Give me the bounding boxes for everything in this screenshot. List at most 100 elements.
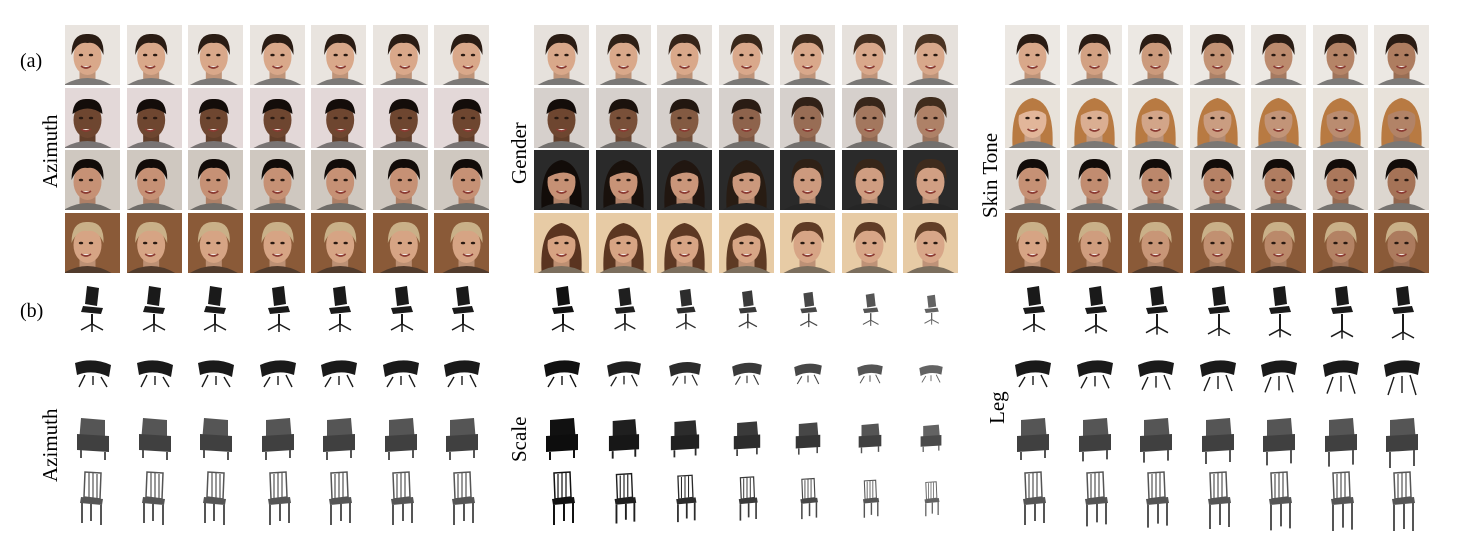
face-image: [1189, 87, 1245, 148]
face-image: [65, 25, 120, 85]
face-image: [126, 150, 182, 210]
chair-image: [1251, 280, 1307, 342]
chair-image: [842, 469, 898, 531]
chair-image: [311, 280, 367, 342]
face-image: [434, 25, 489, 85]
face-image: [595, 87, 651, 148]
chair-image: [1067, 469, 1123, 531]
face-image: [534, 25, 589, 85]
face-image: [903, 150, 958, 210]
chair-image: [434, 469, 490, 531]
face-image: [126, 87, 182, 148]
chair-image: [65, 343, 121, 405]
face-image: [657, 87, 712, 148]
part-b-label: (b): [20, 300, 44, 322]
chair-image: [250, 406, 306, 468]
face-image: [780, 87, 835, 148]
face-image: [372, 25, 428, 85]
chair-image: [657, 406, 713, 468]
chair-image: [1313, 343, 1369, 405]
face-image: [657, 25, 712, 85]
face-image: [1312, 87, 1368, 148]
chair-image: [1313, 280, 1369, 342]
chair-image: [434, 280, 490, 342]
face-image: [126, 25, 182, 85]
chair-image: [657, 280, 713, 342]
face-image: [249, 25, 305, 85]
chair-image: [534, 343, 590, 405]
face-image: [1312, 25, 1368, 85]
face-image: [434, 212, 489, 273]
chair-image: [719, 469, 775, 531]
face-image: [718, 25, 774, 85]
part-a-label: (a): [20, 50, 43, 72]
chair-image: [373, 343, 429, 405]
chair-image: [1190, 280, 1246, 342]
face-image: [1005, 212, 1060, 273]
chair-image: [373, 406, 429, 468]
panel-a1-label: Azimuth: [38, 114, 62, 189]
face-image: [65, 212, 120, 273]
chair-image: [1251, 469, 1307, 531]
chair-image: [1313, 469, 1369, 531]
face-image: [126, 212, 182, 273]
face-image: [1066, 87, 1122, 148]
face-image: [1189, 25, 1245, 85]
face-image: [1128, 87, 1183, 148]
face-image: [1128, 212, 1183, 273]
face-image: [841, 212, 897, 273]
chair-image: [903, 406, 959, 468]
face-image: [780, 150, 835, 210]
chair-image: [1128, 469, 1184, 531]
face-image: [434, 87, 489, 148]
panel-a3-label: Skin Tone: [978, 132, 1002, 218]
chair-image: [127, 280, 183, 342]
face-image: [1005, 87, 1060, 148]
chair-image: [534, 469, 590, 531]
face-image: [1066, 25, 1122, 85]
chair-image: [127, 343, 183, 405]
face-image: [249, 150, 305, 210]
chair-image: [65, 280, 121, 342]
chair-image: [250, 343, 306, 405]
chair-image: [311, 406, 367, 468]
chair-image: [250, 280, 306, 342]
face-image: [595, 25, 651, 85]
face-image: [1251, 25, 1306, 85]
chair-image: [127, 406, 183, 468]
chair-image: [596, 343, 652, 405]
face-image: [65, 87, 120, 148]
chair-image: [65, 469, 121, 531]
face-image: [1066, 150, 1122, 210]
chair-image: [188, 280, 244, 342]
face-image: [903, 87, 958, 148]
chair-image: [842, 280, 898, 342]
face-image: [188, 25, 243, 85]
face-image: [434, 150, 489, 210]
chair-image: [1005, 406, 1061, 468]
face-image: [718, 212, 774, 273]
face-image: [188, 150, 243, 210]
face-image: [311, 150, 366, 210]
chair-image: [719, 343, 775, 405]
chair-image: [373, 280, 429, 342]
face-image: [534, 87, 589, 148]
face-image: [372, 87, 428, 148]
chair-image: [373, 469, 429, 531]
chair-image: [596, 406, 652, 468]
face-image: [311, 212, 366, 273]
face-image: [372, 150, 428, 210]
face-image: [841, 87, 897, 148]
face-image: [1066, 212, 1122, 273]
face-image: [1005, 25, 1060, 85]
chair-image: [434, 343, 490, 405]
panel-b1-label: Azimuth: [38, 408, 62, 483]
face-image: [903, 212, 958, 273]
face-image: [1189, 150, 1245, 210]
face-image: [1374, 25, 1429, 85]
face-image: [1251, 150, 1306, 210]
chair-image: [1374, 343, 1430, 405]
chair-image: [596, 469, 652, 531]
face-image: [780, 212, 835, 273]
chair-image: [311, 343, 367, 405]
